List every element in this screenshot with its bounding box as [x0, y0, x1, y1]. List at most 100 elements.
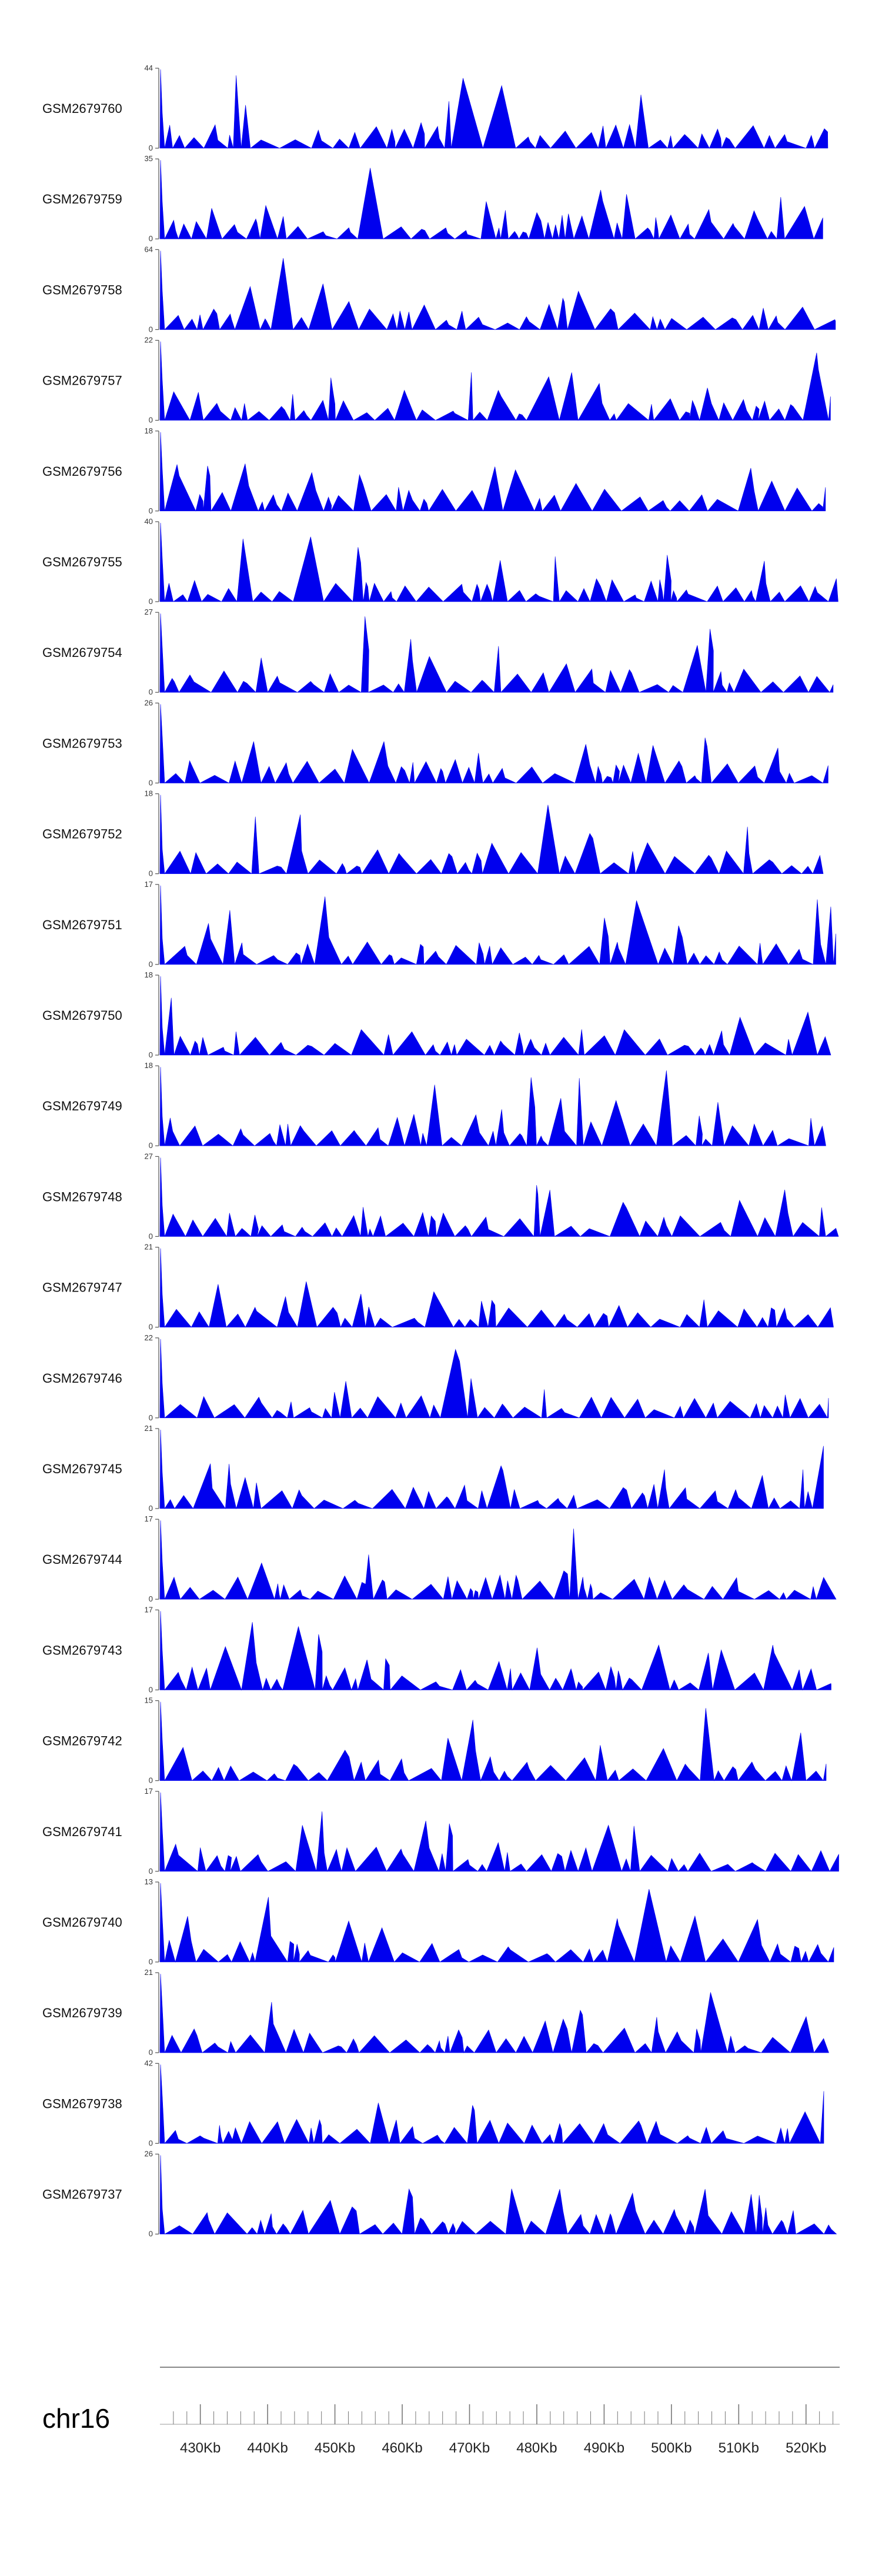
x-tick-label: 470Kb	[449, 2440, 490, 2456]
track-label: GSM2679746	[42, 1371, 122, 1386]
track-label: GSM2679740	[42, 1915, 122, 1930]
y-min-label: 0	[149, 597, 153, 606]
track-label: GSM2679751	[42, 917, 122, 932]
x-tick-label: 460Kb	[382, 2440, 422, 2456]
track-GSM2679756: GSM2679756 18 0	[42, 426, 826, 515]
coverage-area	[159, 1157, 839, 1237]
track-label: GSM2679750	[42, 1008, 122, 1023]
y-min-label: 0	[149, 1594, 153, 1603]
y-max-label: 44	[145, 64, 153, 72]
track-GSM2679744: GSM2679744 17 0	[42, 1514, 837, 1603]
y-max-label: 35	[145, 154, 153, 163]
y-max-label: 26	[145, 2150, 153, 2158]
track-GSM2679746: GSM2679746 22 0	[42, 1333, 829, 1422]
y-max-label: 18	[145, 426, 153, 435]
track-GSM2679760: GSM2679760 44 0	[42, 64, 828, 152]
y-min-label: 0	[149, 1413, 153, 1422]
y-max-label: 15	[145, 1696, 153, 1705]
y-max-label: 22	[145, 336, 153, 345]
track-label: GSM2679737	[42, 2187, 122, 2202]
x-tick-label: 440Kb	[247, 2440, 288, 2456]
track-label: GSM2679753	[42, 736, 122, 750]
y-max-label: 17	[145, 1787, 153, 1796]
coverage-area	[159, 1611, 831, 1691]
track-GSM2679754: GSM2679754 27 0	[42, 608, 834, 696]
y-min-label: 0	[149, 325, 153, 333]
track-GSM2679750: GSM2679750 18 0	[42, 970, 831, 1059]
coverage-area	[159, 432, 826, 512]
y-max-label: 21	[145, 1243, 153, 1252]
coverage-area	[159, 1520, 837, 1600]
y-max-label: 64	[145, 245, 153, 253]
y-min-label: 0	[149, 234, 153, 243]
track-label: GSM2679741	[42, 1824, 122, 1839]
x-tick-label: 500Kb	[651, 2440, 691, 2456]
coverage-area	[159, 704, 828, 784]
chromosome-label: chr16	[42, 2403, 110, 2434]
track-label: GSM2679758	[42, 282, 122, 297]
track-GSM2679740: GSM2679740 13 0	[42, 1877, 834, 1966]
track-GSM2679737: GSM2679737 26 0	[42, 2150, 837, 2238]
y-min-label: 0	[149, 2138, 153, 2147]
y-max-label: 42	[145, 2058, 153, 2067]
coverage-area	[159, 341, 831, 421]
coverage-area	[159, 1883, 834, 1963]
track-label: GSM2679738	[42, 2096, 122, 2111]
y-min-label: 0	[149, 869, 153, 878]
y-min-label: 0	[149, 2230, 153, 2238]
y-max-label: 27	[145, 608, 153, 616]
coverage-area	[159, 1429, 824, 1510]
x-tick-label: 520Kb	[786, 2440, 826, 2456]
track-label: GSM2679757	[42, 373, 122, 388]
y-max-label: 21	[145, 1424, 153, 1433]
y-max-label: 13	[145, 1877, 153, 1886]
x-tick-label: 430Kb	[180, 2440, 220, 2456]
coverage-area	[159, 1067, 826, 1147]
y-min-label: 0	[149, 778, 153, 787]
y-max-label: 26	[145, 698, 153, 707]
coverage-area	[159, 2064, 824, 2144]
track-GSM2679741: GSM2679741 17 0	[42, 1787, 839, 1876]
y-max-label: 22	[145, 1333, 153, 1342]
track-GSM2679743: GSM2679743 17 0	[42, 1605, 831, 1694]
coverage-area	[159, 976, 831, 1056]
track-label: GSM2679744	[42, 1552, 122, 1567]
y-max-label: 21	[145, 1968, 153, 1977]
coverage-area	[159, 1974, 829, 2054]
track-label: GSM2679756	[42, 464, 122, 479]
y-max-label: 18	[145, 1061, 153, 1070]
track-GSM2679753: GSM2679753 26 0	[42, 698, 828, 787]
track-label: GSM2679743	[42, 1643, 122, 1657]
track-GSM2679758: GSM2679758 64 0	[42, 245, 836, 333]
y-min-label: 0	[149, 1957, 153, 1966]
track-GSM2679752: GSM2679752 18 0	[42, 789, 824, 878]
y-min-label: 0	[149, 2048, 153, 2057]
y-max-label: 17	[145, 1514, 153, 1523]
track-label: GSM2679745	[42, 1461, 122, 1476]
y-max-label: 40	[145, 517, 153, 526]
coverage-area	[159, 613, 834, 693]
track-label: GSM2679739	[42, 2006, 122, 2020]
y-min-label: 0	[149, 506, 153, 515]
y-max-label: 27	[145, 1152, 153, 1160]
track-GSM2679751: GSM2679751 17 0	[42, 880, 836, 969]
coverage-area	[159, 69, 828, 149]
track-label: GSM2679754	[42, 645, 122, 660]
coverage-area	[159, 1701, 827, 1781]
y-max-label: 18	[145, 789, 153, 798]
track-label: GSM2679759	[42, 192, 122, 206]
coverage-area	[159, 160, 823, 240]
coverage-area	[159, 1248, 834, 1328]
y-min-label: 0	[149, 1685, 153, 1694]
track-GSM2679757: GSM2679757 22 0	[42, 336, 831, 425]
tracks: GSM2679760440GSM2679759350GSM2679758640G…	[42, 64, 839, 2238]
x-tick-label: 510Kb	[719, 2440, 759, 2456]
y-max-label: 18	[145, 970, 153, 979]
track-label: GSM2679742	[42, 1734, 122, 1749]
track-GSM2679755: GSM2679755 40 0	[42, 517, 838, 606]
y-min-label: 0	[149, 1232, 153, 1240]
y-min-label: 0	[149, 688, 153, 696]
track-label: GSM2679760	[42, 101, 122, 116]
x-tick-label: 490Kb	[584, 2440, 624, 2456]
